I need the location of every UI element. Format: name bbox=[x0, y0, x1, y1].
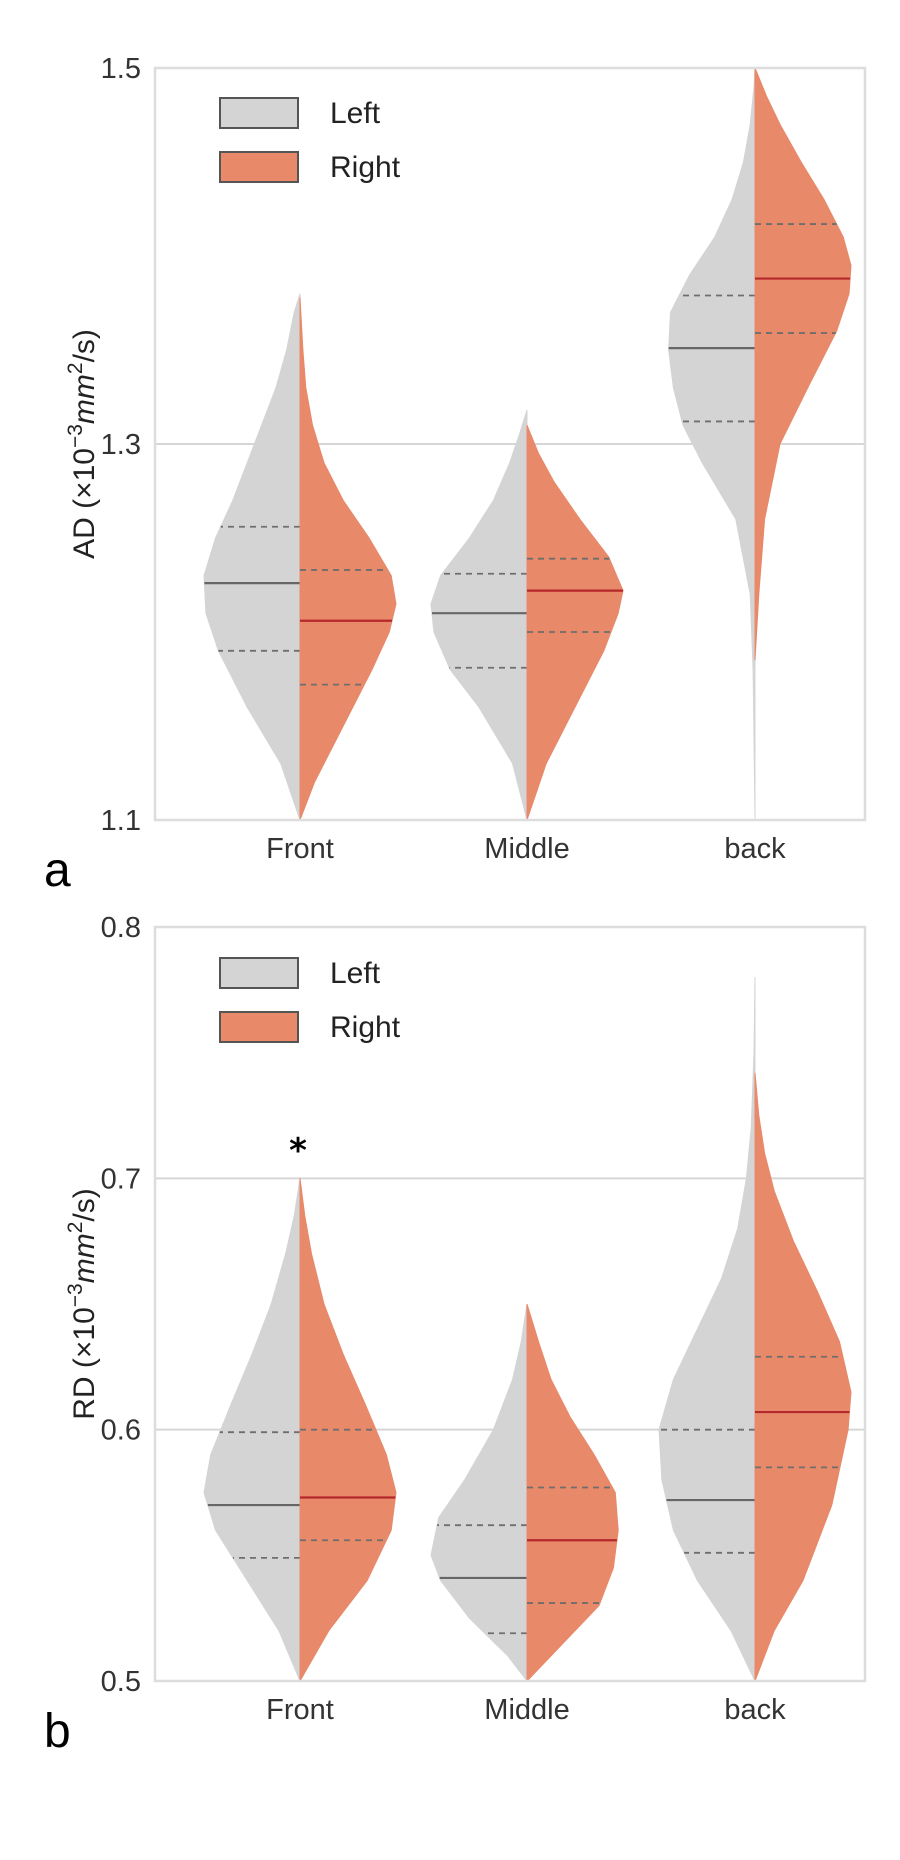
y-axis-label-exponent: −3 bbox=[64, 1283, 87, 1307]
chart-panel-b: 0.5 0.6 0.7 0.8 Front Middle back RD (×10−3mm2/… bbox=[44, 912, 867, 1758]
legend-label-right: Right bbox=[330, 151, 401, 184]
chart-panel-a: 1.1 1.3 1.5 Front Middle back AD (×10−3mm2/s) L… bbox=[44, 53, 867, 897]
legend: Left Right bbox=[219, 97, 401, 184]
y-axis-label-unit-exponent: 2 bbox=[64, 362, 87, 374]
y-axis-label-exponent: −3 bbox=[64, 424, 87, 448]
plot-frame bbox=[153, 66, 867, 822]
legend-swatch-right bbox=[219, 151, 299, 183]
violin-right-middle bbox=[526, 425, 624, 821]
y-axis-label-main: AD (×10 bbox=[68, 448, 101, 559]
panel-label: a bbox=[44, 844, 71, 897]
y-tick-label: 0.6 bbox=[101, 1415, 141, 1447]
y-tick-label: 1.1 bbox=[101, 805, 141, 837]
violin-left-back bbox=[658, 977, 756, 1682]
violin-right-middle bbox=[526, 1303, 619, 1683]
legend-label-left: Left bbox=[330, 957, 381, 990]
violin-left-front bbox=[203, 1178, 301, 1682]
y-axis-label-unit-exponent: 2 bbox=[64, 1222, 87, 1234]
legend-label-right: Right bbox=[330, 1011, 401, 1044]
x-tick-label: Front bbox=[266, 833, 334, 865]
legend-swatch-right bbox=[219, 1011, 299, 1043]
violin-left-back bbox=[668, 67, 756, 821]
legend-swatch-left bbox=[219, 97, 299, 129]
violin-left-middle bbox=[430, 410, 528, 821]
y-axis-label-unit: mm bbox=[68, 1233, 101, 1283]
y-axis-label: RD (×10−3mm2/s) bbox=[64, 1188, 101, 1420]
violin-right-back bbox=[754, 1072, 852, 1682]
violin-right-back bbox=[754, 67, 852, 661]
y-axis-label-unit-rest: /s) bbox=[68, 1188, 101, 1221]
legend: Left Right bbox=[219, 957, 401, 1044]
x-tick-label: Middle bbox=[484, 1694, 569, 1726]
panel-label: b bbox=[44, 1705, 71, 1758]
y-tick-label: 1.3 bbox=[101, 429, 141, 461]
legend-swatch-left bbox=[219, 957, 299, 989]
violin-left-middle bbox=[430, 1303, 528, 1683]
y-tick-label: 0.8 bbox=[101, 912, 141, 944]
x-tick-label: Middle bbox=[484, 833, 569, 865]
y-tick-label: 0.7 bbox=[101, 1163, 141, 1195]
y-axis-label-unit: mm bbox=[68, 374, 101, 424]
y-tick-label: 1.5 bbox=[101, 53, 141, 85]
y-axis-label: AD (×10−3mm2/s) bbox=[64, 329, 101, 559]
x-tick-label: back bbox=[724, 1694, 786, 1726]
y-axis-label-main: RD (×10 bbox=[68, 1307, 101, 1420]
plot-frame bbox=[153, 925, 867, 1683]
violin-left-front bbox=[203, 293, 301, 821]
significance-asterisk: * bbox=[289, 1131, 307, 1171]
x-tick-label: back bbox=[724, 833, 786, 865]
legend-label-left: Left bbox=[330, 97, 381, 130]
violin-right-front bbox=[299, 297, 397, 821]
y-axis-label-unit-rest: /s) bbox=[68, 329, 101, 362]
x-tick-label: Front bbox=[266, 1694, 334, 1726]
y-tick-label: 0.5 bbox=[101, 1666, 141, 1698]
